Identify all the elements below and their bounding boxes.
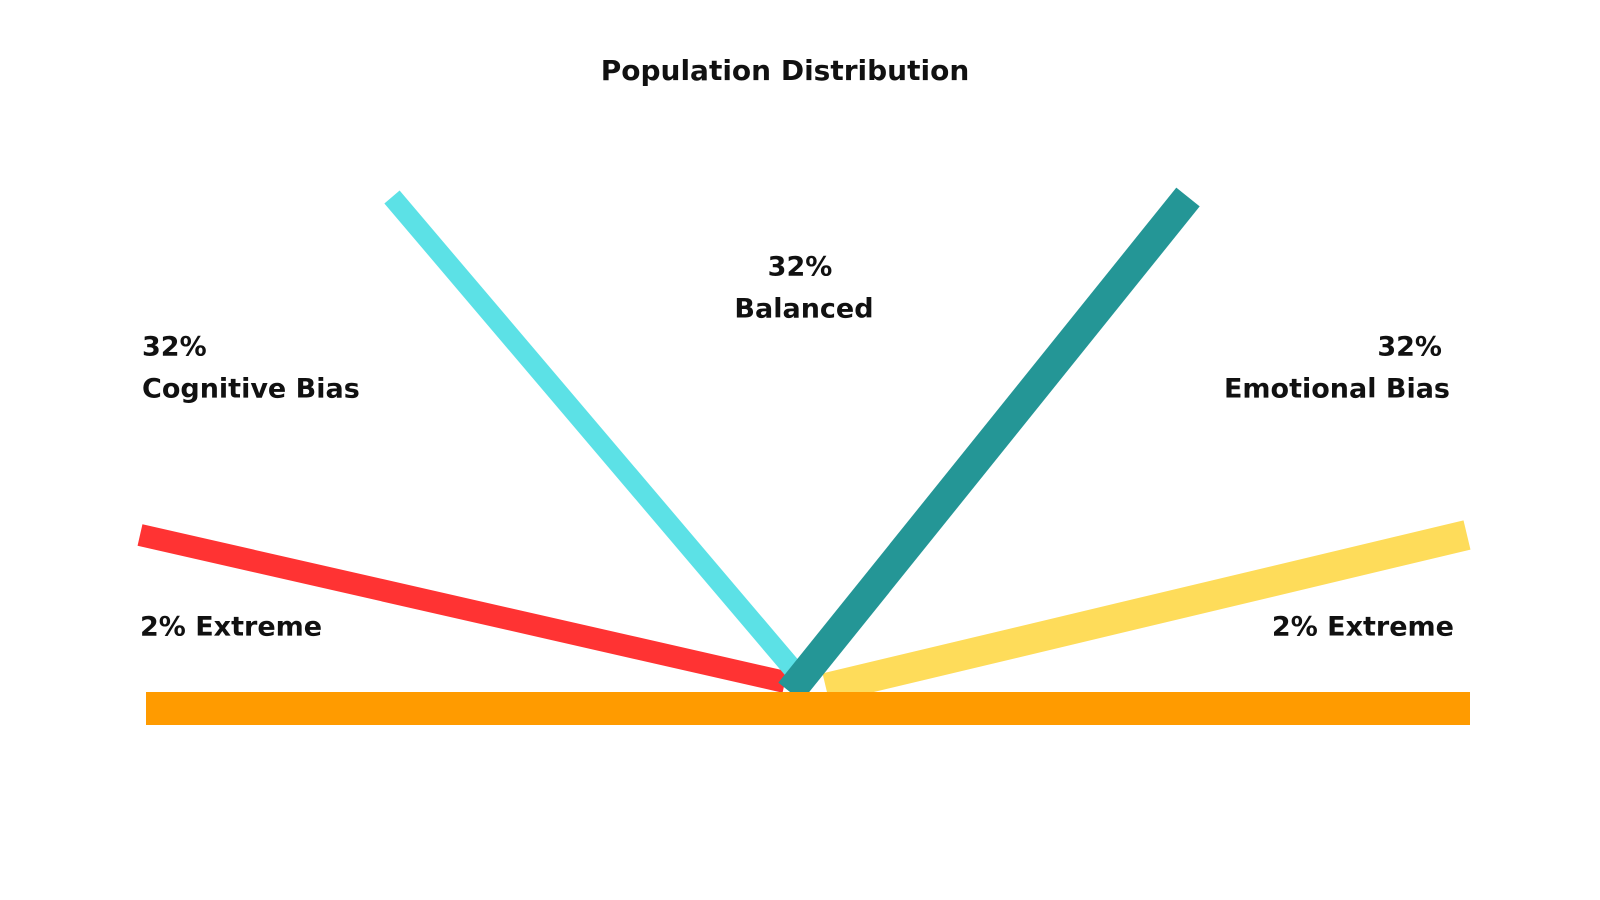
- percent-label: 32%: [142, 332, 207, 363]
- emotional-extreme-ray: [822, 520, 1471, 703]
- percent-label: 32%: [1377, 332, 1442, 363]
- cognitive-extreme-ray: [137, 524, 788, 693]
- extreme-label: 2% Extreme: [1272, 612, 1454, 643]
- emotional-bias-ray: [778, 187, 1200, 702]
- group-label: Emotional Bias: [1224, 374, 1450, 405]
- group-label: Cognitive Bias: [142, 374, 360, 405]
- percent-label: 32%: [768, 252, 833, 283]
- extreme-label: 2% Extreme: [140, 612, 322, 643]
- cognitive-bias-ray: [384, 190, 806, 682]
- baseline-bar: [146, 692, 1470, 725]
- title: Population Distribution: [601, 54, 970, 87]
- group-label: Balanced: [734, 294, 873, 325]
